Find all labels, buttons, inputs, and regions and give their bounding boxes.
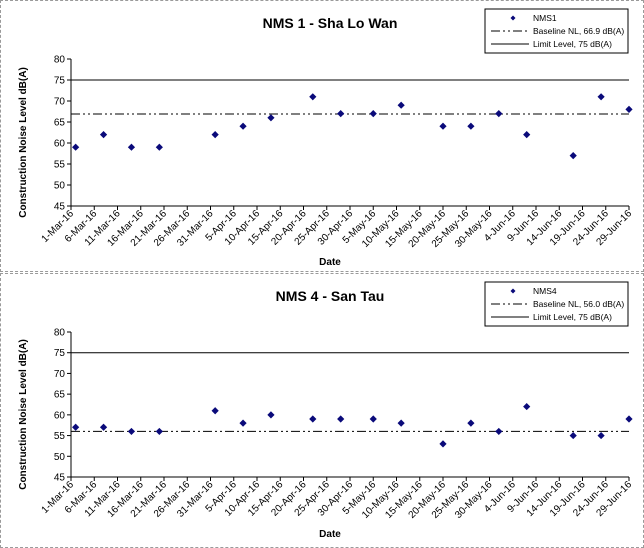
data-point	[467, 419, 475, 427]
data-point	[369, 110, 377, 118]
data-point	[239, 419, 247, 427]
x-axis-label: Date	[319, 529, 341, 540]
data-point	[99, 423, 108, 431]
data-point	[155, 427, 163, 436]
y-tick-label: 45	[54, 202, 66, 213]
data-point	[467, 122, 475, 130]
y-tick-label: 55	[54, 431, 66, 442]
legend-label: Baseline NL, 56.0 dB(A)	[533, 299, 624, 309]
y-tick-label: 70	[54, 97, 66, 108]
data-point	[495, 427, 503, 436]
data-point	[99, 131, 108, 139]
data-point	[439, 122, 447, 130]
data-point	[495, 110, 503, 118]
data-point	[309, 93, 317, 101]
data-point	[397, 419, 405, 427]
data-point	[72, 143, 80, 151]
legend-label: Limit Level, 75 dB(A)	[533, 312, 612, 322]
y-tick-label: 45	[54, 473, 66, 484]
chart-title: NMS 1 - Sha Lo Wan	[263, 15, 398, 31]
chart-nms1: NMS 1 - Sha Lo Wan45505560657075801-Mar-…	[18, 8, 634, 268]
y-tick-label: 50	[54, 452, 66, 463]
chart-nms4: NMS 4 - San Tau45505560657075801-Mar-166…	[18, 281, 634, 540]
legend-marker	[510, 288, 516, 294]
data-point	[127, 143, 136, 151]
data-point	[523, 131, 531, 139]
data-point	[597, 93, 605, 101]
y-tick-label: 60	[54, 410, 66, 421]
data-point	[523, 402, 531, 411]
legend-label: NMS4	[533, 286, 557, 296]
data-point	[267, 114, 275, 122]
chart-panel-nms1: NMS 1 - Sha Lo Wan 45 50 55 60 65 70 75 80 1-Mar-…	[0, 0, 644, 272]
data-point	[625, 105, 633, 113]
y-tick-label: 80	[54, 328, 66, 339]
legend-label: NMS1	[533, 13, 557, 23]
legend-label: Limit Level, 75 dB(A)	[533, 39, 612, 49]
y-tick-label: 65	[54, 390, 66, 401]
chart-title: NMS 4 - San Tau	[276, 288, 385, 304]
data-point	[569, 152, 577, 160]
y-axis-label: Construction Noise Level dB(A)	[18, 339, 29, 490]
data-point	[211, 131, 219, 139]
data-point	[439, 440, 447, 448]
data-point	[369, 415, 377, 423]
y-axis-label: Construction Noise Level dB(A)	[18, 67, 29, 218]
data-point	[267, 411, 275, 419]
data-point	[309, 415, 317, 423]
y-tick-label: 60	[54, 139, 66, 150]
y-tick-label: 75	[54, 348, 66, 359]
data-point	[155, 143, 163, 151]
data-point	[239, 122, 247, 130]
chart-panel-nms4: NMS 4 - San Tau 45 50 55 60 65 70 75 80 1-Mar-16 6…	[0, 273, 644, 548]
data-point	[72, 423, 80, 431]
y-tick-label: 80	[54, 55, 66, 66]
y-tick-label: 55	[54, 160, 66, 171]
data-point	[211, 407, 219, 415]
y-tick-label: 75	[54, 76, 66, 87]
legend-marker	[510, 15, 516, 21]
data-point	[625, 415, 633, 423]
y-tick-label: 70	[54, 369, 66, 380]
data-point	[337, 110, 345, 118]
legend-label: Baseline NL, 66.9 dB(A)	[533, 26, 624, 36]
y-tick-label: 50	[54, 181, 66, 192]
data-point	[337, 415, 345, 423]
x-axis-label: Date	[319, 257, 341, 268]
data-point	[569, 431, 577, 440]
data-point	[127, 427, 136, 436]
data-point	[597, 431, 605, 440]
y-tick-label: 65	[54, 118, 66, 129]
data-point	[397, 101, 405, 109]
